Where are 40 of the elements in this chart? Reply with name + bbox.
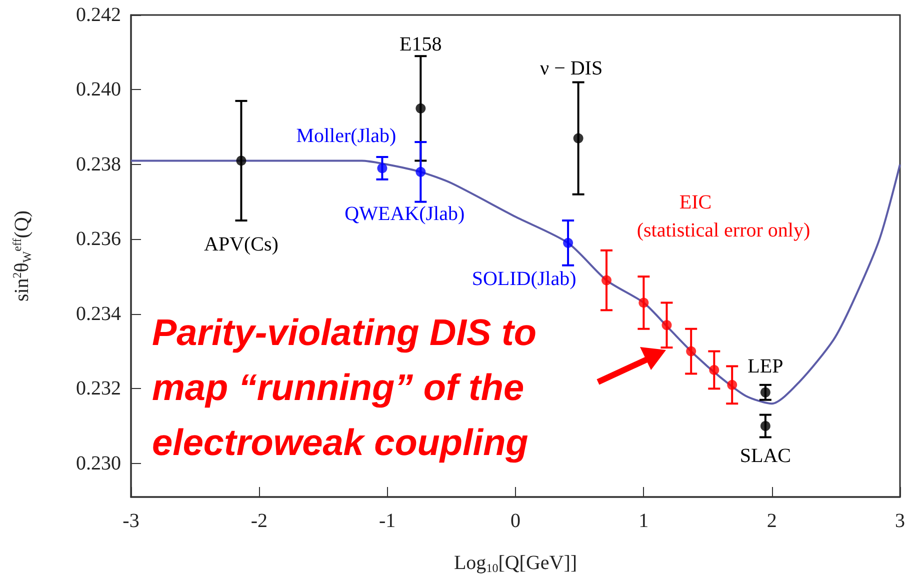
x-tick-label: 3 [895, 510, 905, 532]
annotation: APV(Cs) [204, 234, 278, 256]
point [662, 320, 672, 330]
y-tick-label: 0.242 [76, 4, 121, 26]
annotation: EIC [679, 191, 712, 214]
x-tick-label: 0 [510, 510, 520, 532]
point [236, 156, 246, 166]
x-tick-label: 1 [638, 510, 649, 532]
x-tick-label: -2 [250, 510, 268, 532]
x-tick-label: -3 [122, 510, 140, 532]
point [416, 166, 426, 177]
point [709, 364, 720, 375]
point [377, 163, 388, 174]
annotation: SOLID(Jlab) [472, 268, 576, 290]
y-tick-label: 0.240 [76, 78, 121, 101]
y-tick-label: 0.238 [76, 153, 121, 176]
point [563, 238, 574, 248]
point [727, 380, 738, 390]
point [573, 133, 584, 144]
annotation: QWEAK(Jlab) [344, 202, 465, 225]
annotation: Parity-violating DIS to map “running” of the electroweak coupling [152, 311, 538, 465]
point [760, 387, 770, 398]
point [602, 275, 612, 286]
x-tick-label: -1 [378, 510, 396, 532]
annotation: LEP [748, 355, 784, 378]
annotation: Moller(Jlab) [296, 125, 396, 148]
point [760, 421, 770, 432]
point [416, 103, 426, 114]
y-tick-label: 0.232 [76, 378, 121, 400]
annotation: (statistical error only) [636, 219, 810, 242]
y-axis-title: sin2θWeff(Q) [10, 210, 34, 302]
point [638, 298, 649, 308]
y-tick-label: 0.234 [76, 302, 121, 325]
x-tick-label: 2 [766, 510, 777, 532]
point [686, 346, 696, 356]
annotation: E158 [400, 33, 442, 56]
y-tick-label: 0.230 [76, 452, 121, 474]
annotation: SLAC [740, 445, 791, 468]
annotation: ν − DIS [540, 57, 603, 80]
y-tick-label: 0.236 [76, 228, 121, 250]
